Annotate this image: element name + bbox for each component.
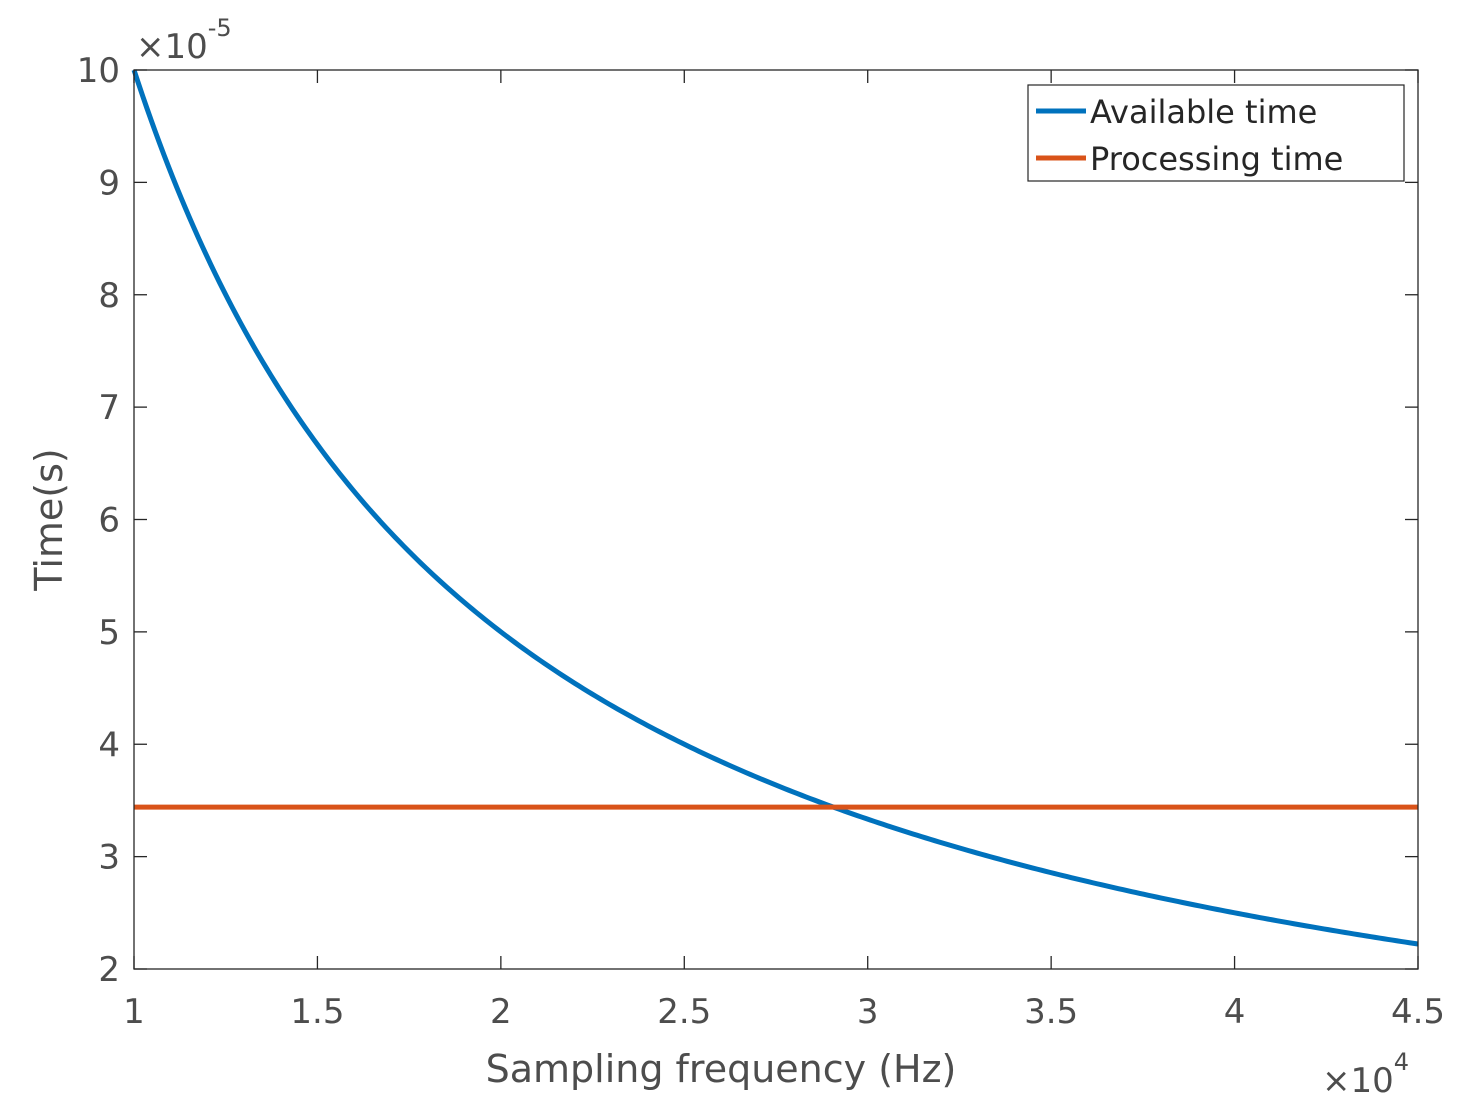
x-axis-multiplier: ×104 <box>1322 1048 1409 1101</box>
labels-layer: 1 1.5 2 2.5 3 3.5 4 4.5 2 3 4 5 6 7 8 9 10 ×10-5 ×104 Sampl… <box>27 14 1445 1101</box>
x-tick-label: 3.5 <box>1024 992 1078 1032</box>
x-tick-label: 1.5 <box>290 992 344 1032</box>
y-tick-label: 4 <box>98 725 120 765</box>
legend: Available time Processing time <box>1027 84 1405 182</box>
y-tick-label: 5 <box>98 613 120 653</box>
y-axis-multiplier: ×10-5 <box>136 14 232 67</box>
axes-layer <box>133 69 1419 970</box>
y-axis-multiplier-exponent: -5 <box>208 14 232 42</box>
y-tick-label: 9 <box>98 163 120 203</box>
x-tick-label: 1 <box>123 992 145 1032</box>
series-line-available-time <box>131 69 1419 947</box>
legend-box <box>1027 84 1405 182</box>
y-tick-label: 8 <box>98 276 120 316</box>
y-tick-label: 10 <box>77 51 120 91</box>
x-tick-label: 2.5 <box>657 992 711 1032</box>
x-tick-label: 4 <box>1224 992 1246 1032</box>
series-layer <box>131 69 1419 947</box>
x-tick-label: 3 <box>857 992 879 1032</box>
x-tick-label: 4.5 <box>1391 992 1445 1032</box>
y-tick-label: 3 <box>98 838 120 878</box>
y-tick-label: 7 <box>98 388 120 428</box>
x-axis-title: Sampling frequency (Hz) <box>486 1047 957 1091</box>
legend-label-processing-time: Processing time <box>1090 140 1343 178</box>
plot-area <box>134 70 1418 969</box>
y-axis-title: Time(s) <box>27 448 71 591</box>
legend-label-available-time: Available time <box>1090 93 1317 131</box>
x-axis-multiplier-exponent: 4 <box>1394 1048 1409 1076</box>
y-tick-label: 6 <box>98 501 120 541</box>
x-tick-label: 2 <box>490 992 512 1032</box>
plot-background <box>134 70 1418 969</box>
y-tick-label: 2 <box>98 950 120 990</box>
